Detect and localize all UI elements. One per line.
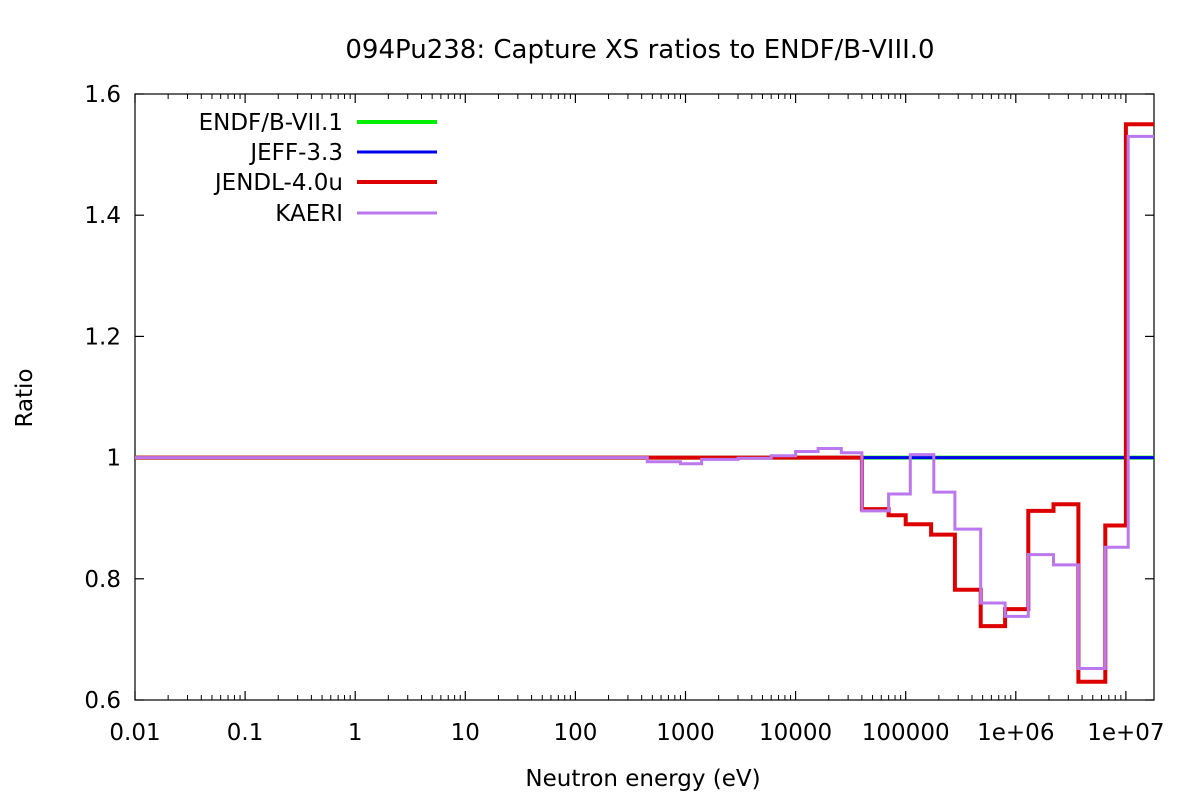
y-axis: 0.6 0.8 1 1.2 1.4 1.6 bbox=[84, 82, 1154, 714]
x-tick-label: 100000 bbox=[862, 720, 950, 746]
x-tick-label: 10 bbox=[451, 720, 480, 746]
series-line-3 bbox=[135, 134, 1154, 670]
y-tick-label: 1 bbox=[106, 446, 121, 472]
x-axis-label: Neutron energy (eV) bbox=[525, 766, 760, 792]
x-axis: 0.01 0.1 1 10 100 1000 10000 100000 1e+06 1e+07 bbox=[109, 94, 1165, 746]
y-tick-label: 0.8 bbox=[84, 567, 121, 593]
legend-label-0: ENDF/B-VII.1 bbox=[199, 110, 343, 136]
plot-frame bbox=[134, 93, 1155, 701]
x-tick-label: 100 bbox=[553, 720, 597, 746]
y-tick-label: 0.6 bbox=[84, 688, 121, 714]
legend-label-2: JENDL-4.0u bbox=[213, 170, 343, 196]
x-tick-label: 1 bbox=[348, 720, 363, 746]
x-tick-label: 0.01 bbox=[109, 720, 160, 746]
y-tick-label: 1.4 bbox=[84, 203, 121, 229]
chart-title: 094Pu238: Capture XS ratios to ENDF/B-VI… bbox=[345, 35, 934, 65]
x-tick-label: 10000 bbox=[759, 720, 832, 746]
y-axis-label: Ratio bbox=[12, 368, 38, 427]
x-tick-label: 1000 bbox=[656, 720, 715, 746]
series-line-2 bbox=[135, 122, 1154, 684]
y-tick-label: 1.2 bbox=[84, 324, 121, 350]
series-layer bbox=[135, 122, 1154, 684]
x-tick-label: 1e+06 bbox=[977, 720, 1054, 746]
x-tick-label: 1e+07 bbox=[1087, 720, 1164, 746]
x-tick-label: 0.1 bbox=[227, 720, 264, 746]
legend-label-3: KAERI bbox=[275, 201, 343, 227]
legend-label-1: JEFF-3.3 bbox=[248, 140, 343, 166]
y-tick-label: 1.6 bbox=[84, 82, 121, 108]
plot-border bbox=[134, 93, 1155, 701]
legend: ENDF/B-VII.1 JEFF-3.3 JENDL-4.0u KAERI bbox=[199, 110, 437, 227]
